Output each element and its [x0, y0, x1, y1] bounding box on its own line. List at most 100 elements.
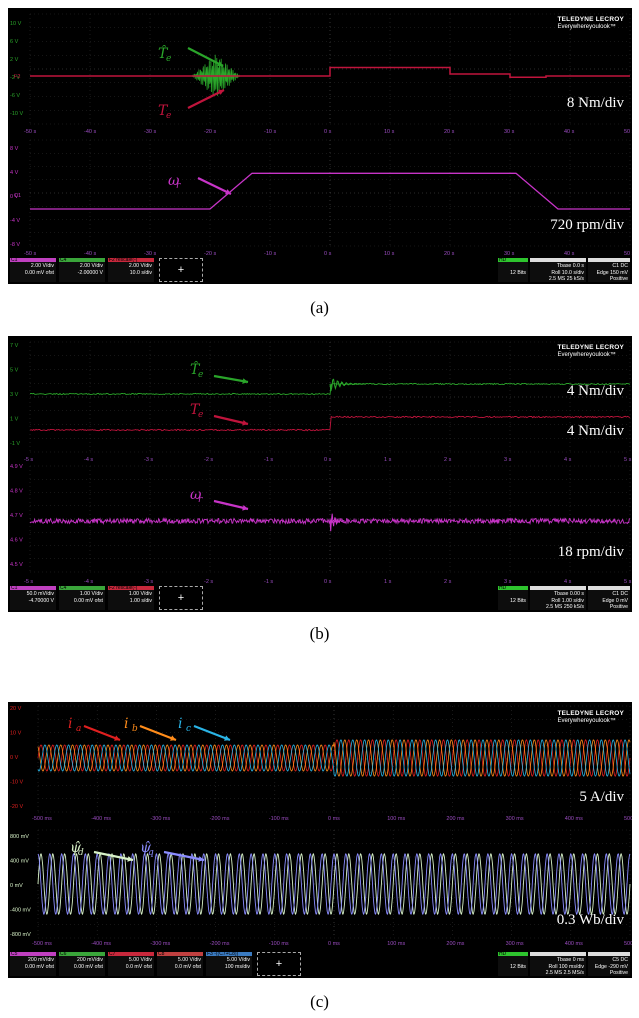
bit-depth: 12 Bits	[500, 964, 526, 971]
x-tick-label: -30 s	[144, 251, 156, 257]
y-tick-label: 2 V	[10, 57, 19, 63]
y-tick-label: 4.8 V	[10, 489, 23, 495]
speed-scale-label: 720 rpm/div	[550, 217, 624, 234]
x-tick-label: 20 s	[444, 251, 455, 257]
channel-box[interactable]: C4 2.00 V/div -2.00000 V	[59, 258, 105, 282]
psi-d-subscript: d	[78, 848, 84, 858]
scope-traces-b: 7 V5 V3 V1 V-1 V-5 s -4 s -3 s -2 s -1 s0 s1…	[8, 336, 632, 612]
est-torque-transient	[330, 379, 366, 391]
channel-box[interactable]: C5 200 mV/div 0.00 mV ofst	[10, 952, 56, 976]
speed-subscript: r	[176, 181, 181, 191]
trigger-box[interactable]: C1 DC Edge 150 mV Positive	[588, 258, 630, 282]
x-tick-label: -40 s	[84, 129, 96, 135]
y-tick-label: -20 V	[10, 804, 23, 810]
x-tick-label: 200 ms	[446, 816, 464, 822]
ia-symbol: i	[68, 716, 72, 732]
channel-box[interactable]: F3 -((C7+C8)) 5.00 V/div 100 ms/div	[206, 952, 252, 976]
channel-offset: 10.0 s/div	[110, 270, 152, 277]
x-tick-label: 2 s	[444, 457, 452, 463]
y-tick-label: -400 mV	[10, 908, 31, 914]
scope-traces-c: 20 V 10 V 0 V -10 V -20 V -500 ms -400 ms -300 …	[8, 702, 632, 978]
add-channel-button[interactable]: +	[257, 952, 301, 976]
status-bar-b: C1 50.0 mV/div -4.70000 V C4 1.00 V/div 0.00 …	[8, 586, 632, 610]
channel-id: C8	[158, 951, 164, 958]
hd-badge: HD	[499, 951, 506, 958]
channel-box[interactable]: F2 rescale(-(2.00 V/div 10.0 s/div	[108, 258, 154, 282]
channel-box[interactable]: F2 rescale(-(1.00 V/div 1.00 s/div	[108, 586, 154, 610]
torque-scale-label: 8 Nm/div	[567, 95, 624, 112]
channel-box[interactable]: C1 2.00 V/div 0.00 mV ofst	[10, 258, 56, 282]
y-tick-label: 8 V	[10, 146, 19, 152]
x-tick-label: -500 ms	[32, 941, 52, 947]
channel-marker: F2	[14, 74, 20, 80]
trigger-value: Positive	[590, 604, 628, 611]
flux-scale-label: 0.3 Wb/div	[557, 912, 624, 929]
channel-box[interactable]: C1 50.0 mV/div -4.70000 V	[10, 586, 56, 610]
trigger-box[interactable]: C5 DC Edge -290 mV Positive	[588, 952, 630, 976]
status-bar-c: C5 200 mV/div 0.00 mV ofst C6 200 mV/div 0.00…	[8, 952, 632, 976]
y-tick-label: 4.7 V	[10, 513, 23, 519]
channel-box[interactable]: C8 5.00 V/div 0.0 mV ofst	[157, 952, 203, 976]
x-tick-label: -20 s	[204, 129, 216, 135]
channel-offset: 0.00 mV ofst	[12, 270, 54, 277]
x-tick-label: -30 s	[144, 129, 156, 135]
channel-offset: 0.00 mV ofst	[61, 964, 103, 971]
x-tick-label: -4 s	[84, 579, 93, 585]
x-tick-label: 40 s	[564, 251, 575, 257]
y-tick-label: -10 V	[10, 111, 23, 117]
y-tick-label: 0 mV	[10, 883, 23, 889]
timebase-box[interactable]: Tbase 0 ms Roll 100 ms/div 2.5 MS 2.5 MS/s	[530, 952, 586, 976]
y-tick-label: 4.9 V	[10, 464, 23, 470]
x-tick-label: 30 s	[504, 129, 515, 135]
x-tick-label: -300 ms	[150, 941, 170, 947]
y-tick-label: -10 V	[10, 780, 23, 786]
x-tick-label: -2 s	[204, 457, 213, 463]
brand-logo: TELEDYNE LECROY Everywhereyoulook™	[557, 344, 624, 359]
x-tick-label: -100 ms	[269, 816, 289, 822]
x-tick-label: -3 s	[144, 457, 153, 463]
x-tick-label: -5 s	[24, 457, 33, 463]
x-tick-label: -10 s	[264, 251, 276, 257]
hd-badge: HD	[499, 585, 506, 592]
est-torque-subscript: e	[198, 370, 203, 380]
x-tick-label: -200 ms	[210, 816, 230, 822]
x-tick-label: -400 ms	[91, 941, 111, 947]
trigger-box[interactable]: C1 DC Edge 0 mV Positive	[588, 586, 630, 610]
x-tick-label: -200 ms	[210, 941, 230, 947]
x-tick-label: 40 s	[564, 129, 575, 135]
x-tick-label: 500 ms	[624, 941, 632, 947]
status-bar-a: C1 2.00 V/div 0.00 mV ofst C4 2.00 V/div -2.0…	[8, 258, 632, 282]
caption-a: (a)	[0, 298, 639, 318]
channel-id: C5	[11, 951, 17, 958]
timebase-box[interactable]: Tbase 0.0 s Roll 10.0 s/div 2.5 MS 25 kS/s	[530, 258, 586, 282]
channel-id: C4	[60, 585, 66, 592]
channel-id: C4	[60, 257, 66, 264]
channel-box[interactable]: C6 200 mV/div 0.00 mV ofst	[59, 952, 105, 976]
x-tick-label: 4 s	[564, 457, 572, 463]
x-tick-label: -500 ms	[32, 816, 52, 822]
x-tick-label: 5 s	[624, 579, 632, 585]
x-tick-label: -2 s	[204, 579, 213, 585]
x-tick-label: 3 s	[504, 457, 512, 463]
timebase-box[interactable]: Tbase 0.00 s Roll 1.00 s/div 2.5 MS 250 kS…	[530, 586, 586, 610]
channel-offset: 1.00 s/div	[110, 598, 152, 605]
current-scale-label: 5 A/div	[579, 789, 624, 806]
add-channel-button[interactable]: +	[159, 586, 203, 610]
channel-offset: 0.0 mV ofst	[159, 964, 201, 971]
x-tick-label: -10 s	[264, 129, 276, 135]
channel-box[interactable]: C7 5.00 V/div 0.0 mV ofst	[108, 952, 154, 976]
speed-trace	[30, 173, 630, 209]
x-tick-label: 0 s	[324, 579, 332, 585]
x-tick-label: 400 ms	[565, 941, 583, 947]
add-channel-button[interactable]: +	[159, 258, 203, 282]
channel-box[interactable]: C4 1.00 V/div 0.00 mV ofst	[59, 586, 105, 610]
x-tick-label: -3 s	[144, 579, 153, 585]
x-tick-label: 50 s	[624, 251, 632, 257]
resolution-box: HD 12 Bits	[498, 952, 528, 976]
est-torque-scale-label: 4 Nm/div	[567, 383, 624, 400]
x-tick-label: 400 ms	[565, 816, 583, 822]
x-tick-label: -1 s	[264, 579, 273, 585]
x-tick-label: 300 ms	[506, 816, 524, 822]
channel-id: C1	[11, 585, 17, 592]
x-tick-label: -100 ms	[269, 941, 289, 947]
